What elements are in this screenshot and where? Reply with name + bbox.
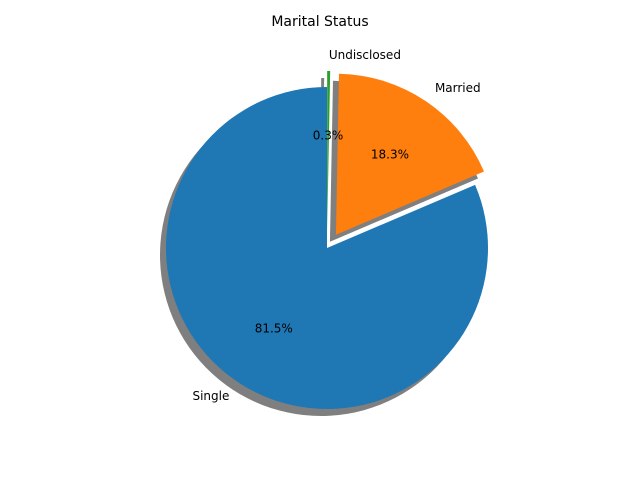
slice-percent-married: 18.3% [371,148,409,162]
slice-layer [165,71,489,409]
slice-percent-undisclosed: 0.3% [313,128,344,142]
slice-label-single: Single [192,389,229,403]
pie-slice-married [335,73,485,235]
pie-slice-undisclosed [327,71,331,233]
slice-label-married: Married [435,81,481,95]
chart-title: Marital Status [271,14,368,30]
label-layer: Single 81.5% Married 18.3% Undisclosed 0.3% [192,48,480,403]
pie-slice-single [165,87,489,409]
slice-label-undisclosed: Undisclosed [329,48,401,62]
slice-percent-single: 81.5% [255,322,293,336]
